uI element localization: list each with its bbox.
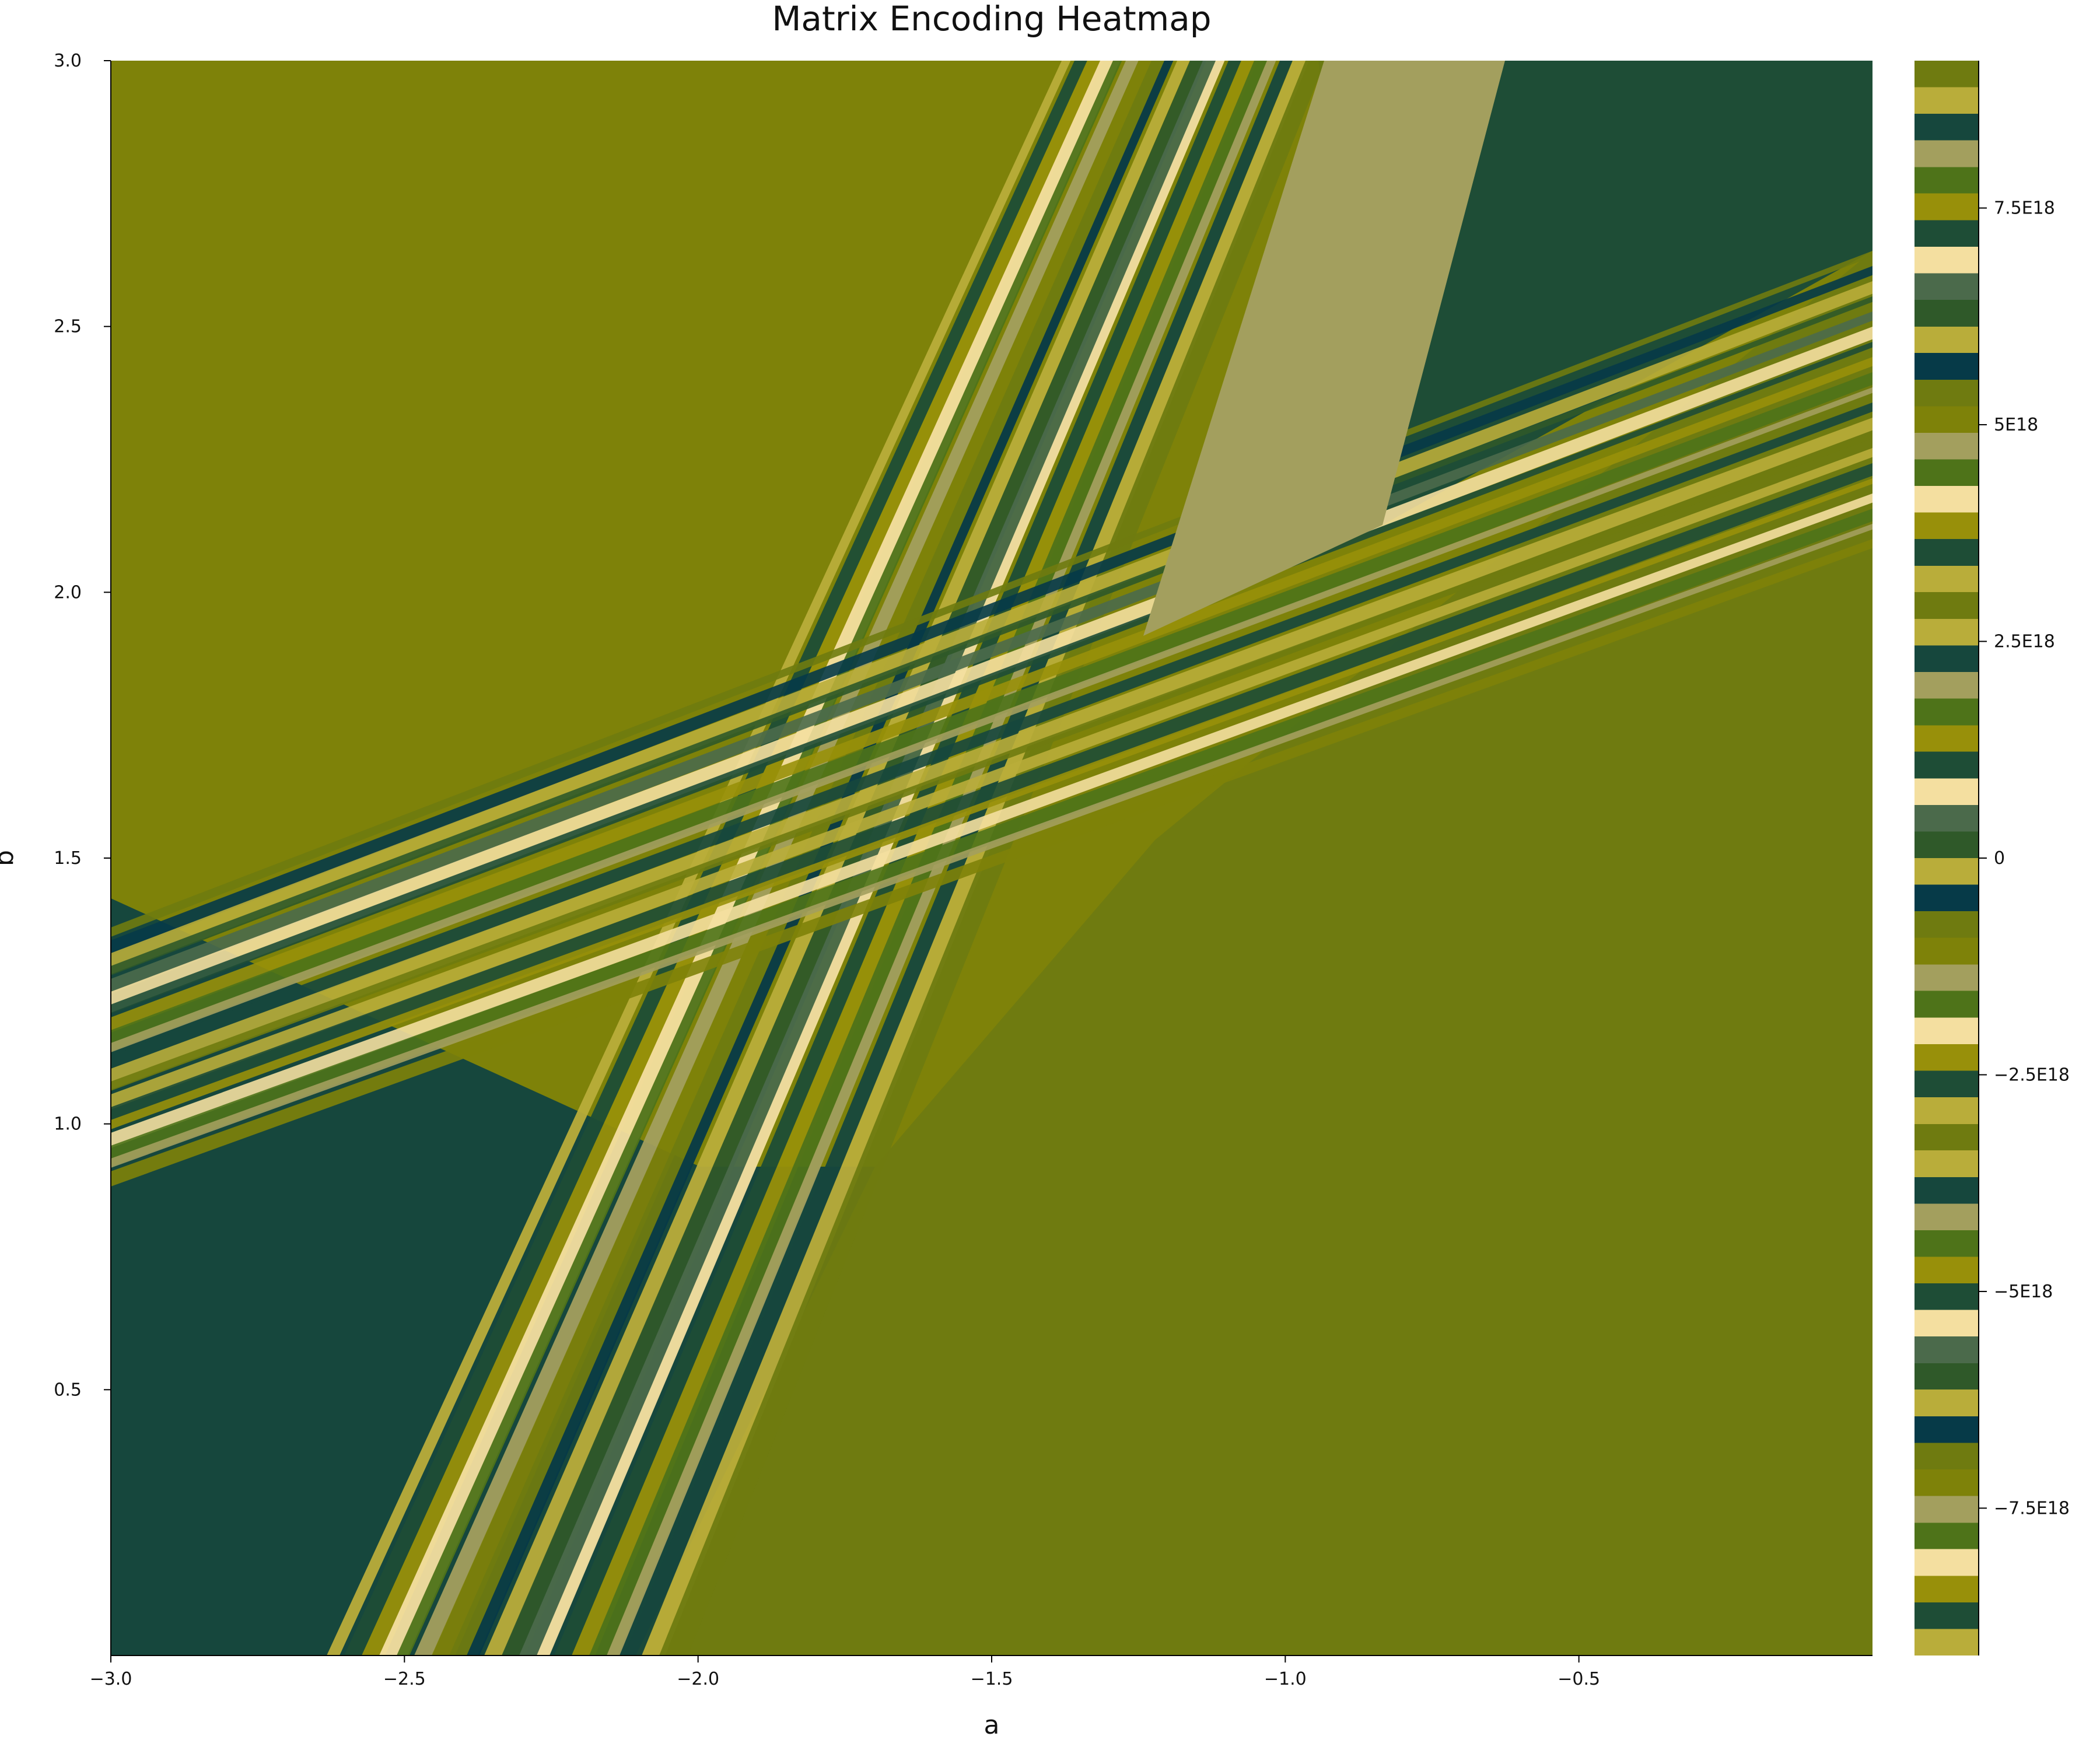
heatmap-band (111, 251, 1873, 937)
y-axis-ticks: 0.5 1.0 1.5 2.0 2.5 3.0 (54, 51, 111, 1400)
heatmap-band (111, 539, 1873, 1186)
heatmap-band (1143, 61, 1505, 636)
heatmap-band (111, 448, 1873, 1110)
colorbar-tick-label: −5E18 (1994, 1282, 2053, 1302)
x-tick-label: −2.0 (677, 1669, 719, 1689)
x-tick-label: −2.5 (383, 1669, 426, 1689)
y-tick-label: 2.0 (54, 582, 82, 603)
x-tick-label: −1.0 (1264, 1669, 1307, 1689)
heatmap-band (111, 342, 1873, 1014)
heatmap-band (111, 494, 1873, 1148)
chart-title: Matrix Encoding Heatmap (772, 0, 1211, 38)
y-tick-label: 1.0 (54, 1114, 82, 1135)
heatmap-band (111, 296, 1873, 975)
heatmap-plot-area (111, 61, 1873, 1656)
heatmap-band-layer (111, 61, 1873, 1656)
y-tick-label: 2.5 (54, 317, 82, 337)
y-tick-label: 0.5 (54, 1380, 82, 1400)
heatmap-band (111, 478, 1873, 1129)
y-axis-label: b (0, 850, 19, 866)
heatmap-band (111, 433, 1873, 1091)
heatmap-region-lower-right (636, 251, 1873, 1656)
colorbar-tick-label: 2.5E18 (1994, 632, 2055, 652)
x-axis-ticks: −3.0 −2.5 −2.0 −1.5 −1.0 −0.5 (90, 1656, 1600, 1689)
colorbar-tick-label: −7.5E18 (1994, 1498, 2070, 1518)
colorbar-tick-label: −2.5E18 (1994, 1065, 2070, 1085)
heatmap-band (111, 387, 1873, 1052)
colorbar: −7.5E18 −5E18 −2.5E18 0 2.5E18 5E18 7.5E18 (1915, 61, 2070, 1656)
x-tick-label: −1.5 (971, 1669, 1013, 1689)
heatmap-band (111, 357, 1873, 1032)
y-tick-label: 3.0 (54, 51, 82, 71)
colorbar-scale (1915, 61, 1979, 1656)
colorbar-ticks: −7.5E18 −5E18 −2.5E18 0 2.5E18 5E18 7.5E18 (1979, 198, 2070, 1518)
colorbar-tick-label: 0 (1994, 848, 2005, 869)
x-tick-label: −3.0 (90, 1669, 132, 1689)
heatmap-band (502, 61, 1206, 1656)
heatmap-band (111, 266, 1873, 956)
x-axis-label: a (984, 1710, 1000, 1740)
heatmap-band (111, 402, 1873, 1071)
heatmap-band (111, 524, 1873, 1168)
heatmap-band (111, 312, 1873, 994)
colorbar-tick-label: 5E18 (1994, 415, 2038, 435)
x-tick-label: −0.5 (1558, 1669, 1600, 1689)
heatmap-band (642, 61, 1309, 1656)
colorbar-tick-label: 7.5E18 (1994, 198, 2055, 219)
y-tick-label: 1.5 (54, 848, 82, 869)
